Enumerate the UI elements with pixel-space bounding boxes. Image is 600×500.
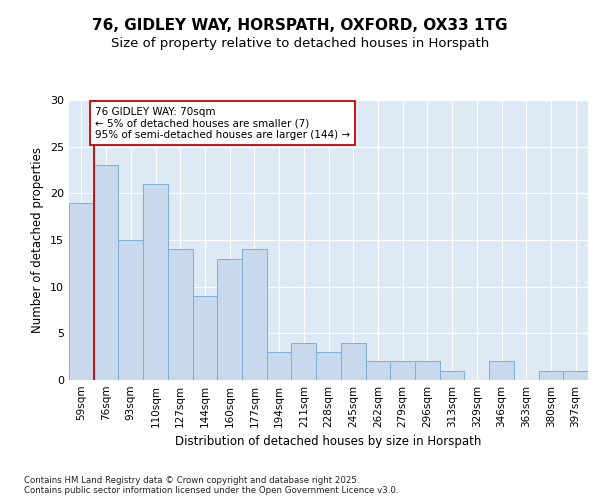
Bar	[217, 258, 242, 380]
Y-axis label: Number of detached properties: Number of detached properties	[31, 147, 44, 333]
Bar	[563, 370, 588, 380]
Bar	[440, 370, 464, 380]
Bar	[143, 184, 168, 380]
Bar	[316, 352, 341, 380]
Bar	[69, 202, 94, 380]
X-axis label: Distribution of detached houses by size in Horspath: Distribution of detached houses by size …	[175, 436, 482, 448]
Bar	[341, 342, 365, 380]
Bar	[267, 352, 292, 380]
Bar	[292, 342, 316, 380]
Text: 76 GIDLEY WAY: 70sqm
← 5% of detached houses are smaller (7)
95% of semi-detache: 76 GIDLEY WAY: 70sqm ← 5% of detached ho…	[95, 106, 350, 140]
Bar	[118, 240, 143, 380]
Bar	[365, 362, 390, 380]
Bar	[489, 362, 514, 380]
Bar	[390, 362, 415, 380]
Bar	[94, 166, 118, 380]
Bar	[242, 250, 267, 380]
Bar	[415, 362, 440, 380]
Bar	[539, 370, 563, 380]
Text: 76, GIDLEY WAY, HORSPATH, OXFORD, OX33 1TG: 76, GIDLEY WAY, HORSPATH, OXFORD, OX33 1…	[92, 18, 508, 32]
Text: Contains HM Land Registry data © Crown copyright and database right 2025.
Contai: Contains HM Land Registry data © Crown c…	[24, 476, 398, 495]
Bar	[168, 250, 193, 380]
Bar	[193, 296, 217, 380]
Text: Size of property relative to detached houses in Horspath: Size of property relative to detached ho…	[111, 38, 489, 51]
